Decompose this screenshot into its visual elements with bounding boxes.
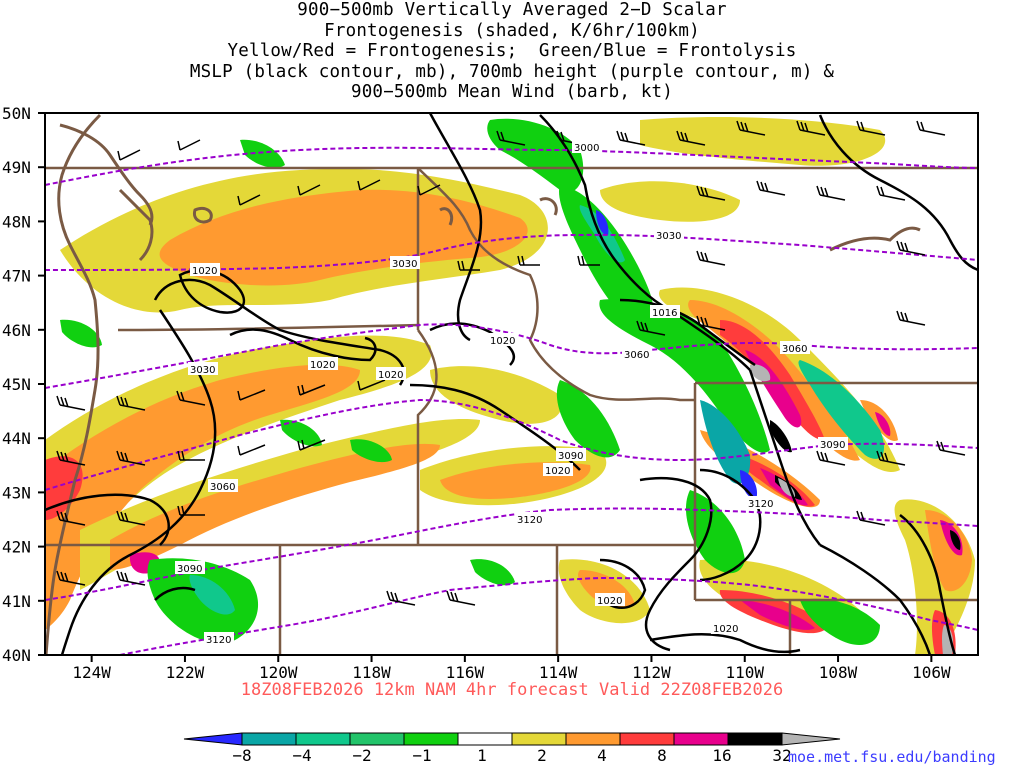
height-label-3060-west: 3060 — [210, 482, 235, 493]
colorbar-label: 8 — [657, 746, 667, 765]
height-label-3030-east: 3030 — [656, 231, 681, 242]
forecast-valid-line: 18Z08FEB2026 12km NAM 4hr forecast Valid… — [240, 680, 784, 700]
mslp-label-1020-sse: 1020 — [713, 624, 738, 635]
lon-label: 112W — [632, 663, 671, 682]
title-line-1: 900−500mb Vertically Averaged 2−D Scalar — [297, 0, 727, 20]
lon-label: 110W — [725, 663, 764, 682]
colorbar-label: 32 — [772, 746, 791, 765]
title-line-2: Frontogenesis (shaded, K/6hr/100km) — [324, 20, 700, 41]
lat-label: 49N — [2, 158, 31, 177]
state-borders — [45, 166, 978, 655]
lat-label: 42N — [2, 538, 31, 557]
lon-label: 114W — [539, 663, 578, 682]
colorbar-label: 16 — [712, 746, 731, 765]
lat-label: 44N — [2, 429, 31, 448]
lon-label: 108W — [819, 663, 858, 682]
title-line-3: Yellow/Red = Frontogenesis; Green/Blue =… — [227, 41, 797, 61]
height-label-3120-west: 3120 — [206, 635, 231, 646]
colorbar-max-arrow — [781, 732, 841, 746]
colorbar-swatch — [619, 732, 675, 746]
mslp-label-1020-nw: 1020 — [192, 266, 217, 277]
lat-label: 48N — [2, 212, 31, 231]
height-label-3090-mid: 3090 — [558, 451, 583, 462]
map-area: 3000 3030 3030 3030 3060 3060 3060 3090 … — [45, 113, 978, 655]
height-label-3030-sw: 3030 — [190, 365, 215, 376]
mslp-contours — [45, 113, 978, 655]
height-label-3060-east: 3060 — [782, 344, 807, 355]
colorbar-swatch — [457, 732, 513, 746]
title-block: 900−500mb Vertically Averaged 2−D Scalar… — [0, 0, 1024, 103]
colorbar-swatch — [295, 732, 351, 746]
lat-label: 43N — [2, 483, 31, 502]
lon-label: 124W — [72, 663, 111, 682]
lat-label: 47N — [2, 267, 31, 286]
colorbar-label: −4 — [292, 746, 311, 765]
mslp-label-1020-w: 1020 — [310, 360, 335, 371]
lat-label: 45N — [2, 375, 31, 394]
height-label-3090-west: 3090 — [177, 564, 202, 575]
lon-label: 116W — [446, 663, 485, 682]
lat-label: 50N — [2, 104, 31, 123]
latitude-axis: 50N 49N 48N 47N 46N 45N 44N 43N 42N 41N 40N — [2, 104, 45, 665]
height-label-3030-west: 3030 — [392, 259, 417, 270]
colorbar-swatch — [565, 732, 621, 746]
frontolysis-shading — [60, 118, 885, 645]
lat-label: 41N — [2, 592, 31, 611]
mslp-label-1020-ne: 1020 — [490, 336, 515, 347]
lat-label: 40N — [2, 646, 31, 665]
lat-label: 46N — [2, 321, 31, 340]
longitude-axis: 124W 122W 120W 118W 116W 114W 112W 110W 108W 106W — [72, 655, 951, 682]
title-line-5: 900−500mb Mean Wind (barb, kt) — [350, 82, 674, 102]
height-label-3120-mid: 3120 — [517, 515, 542, 526]
colorbar-min-arrow — [183, 732, 243, 746]
credit-url[interactable]: moe.met.fsu.edu/banding — [788, 748, 996, 766]
contour-labels: 3000 3030 3030 3030 3060 3060 3060 3090 … — [175, 140, 848, 646]
lon-label: 122W — [166, 663, 205, 682]
wind-barbs — [56, 120, 966, 606]
mslp-label-1016: 1016 — [652, 308, 677, 319]
mslp-label-1020-s: 1020 — [545, 466, 570, 477]
colorbar-label: −8 — [232, 746, 251, 765]
colorbar-swatch — [403, 732, 459, 746]
colorbar: −8 −4 −2 −1 1 2 4 8 16 32 — [183, 732, 841, 765]
colorbar-label: 2 — [537, 746, 547, 765]
height-label-3090-east: 3090 — [820, 440, 845, 451]
colorbar-swatch — [511, 732, 567, 746]
mslp-label-1020-c: 1020 — [378, 370, 403, 381]
lon-label: 118W — [352, 663, 391, 682]
colorbar-swatch — [673, 732, 729, 746]
lon-label: 120W — [259, 663, 298, 682]
mslp-label-1020-se: 1020 — [597, 596, 622, 607]
colorbar-label: −2 — [352, 746, 371, 765]
height-label-3000: 3000 — [574, 143, 599, 154]
title-line-4: MSLP (black contour, mb), 700mb height (… — [189, 61, 835, 82]
height-label-3120-east: 3120 — [748, 499, 773, 510]
height-label-3060-mid: 3060 — [624, 350, 649, 361]
colorbar-swatch — [241, 732, 297, 746]
lon-label: 106W — [912, 663, 951, 682]
colorbar-swatch — [727, 732, 783, 746]
colorbar-label: −1 — [412, 746, 431, 765]
coastline — [45, 113, 921, 655]
colorbar-label: 1 — [477, 746, 487, 765]
colorbar-label: 4 — [597, 746, 607, 765]
colorbar-swatch — [349, 732, 405, 746]
